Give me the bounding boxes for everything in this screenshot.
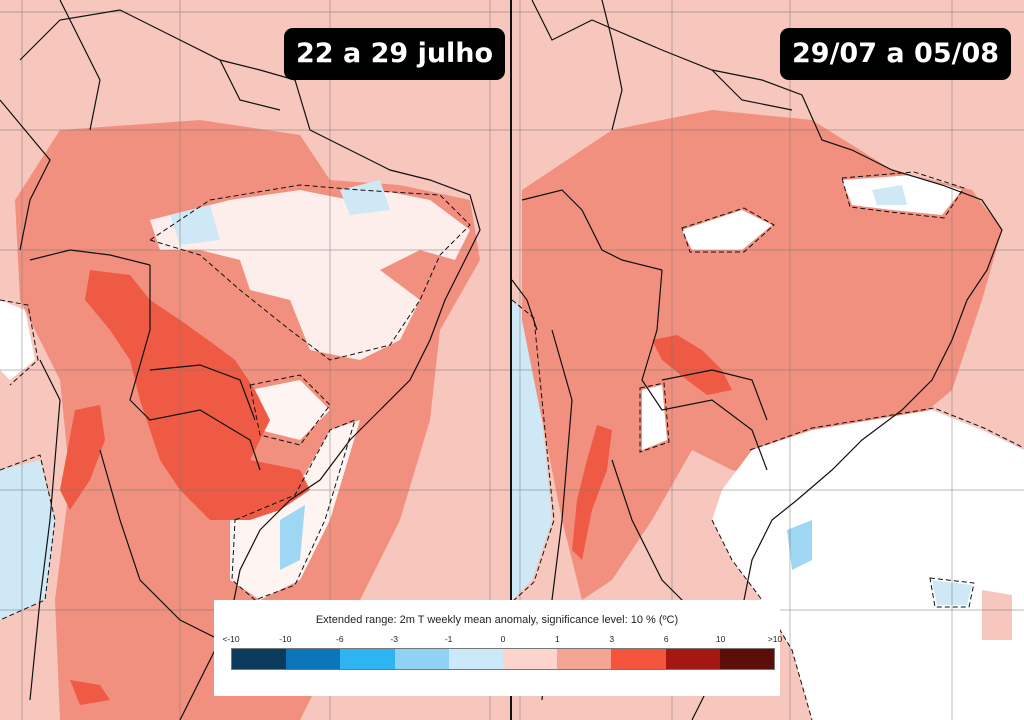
neutral-area: [150, 190, 470, 360]
legend-tick-label: 0: [500, 634, 506, 644]
color-legend: Extended range: 2m T weekly mean anomaly…: [214, 600, 782, 696]
panel-divider: [510, 0, 513, 720]
cool-anomaly-area: [872, 185, 907, 205]
strong-warm-anomaly-area: [70, 680, 110, 705]
legend-tick-label: -6: [336, 634, 344, 644]
period-label-right: 29/07 a 05/08: [780, 28, 1012, 80]
neutral-area: [0, 300, 35, 380]
legend-title: Extended range: 2m T weekly mean anomaly…: [315, 614, 679, 626]
colorbar-segment: [719, 649, 775, 669]
colorbar-segment: [611, 649, 666, 669]
neutral-area: [230, 420, 360, 600]
legend-tick-label: -1: [444, 634, 453, 644]
colorbar-segment: [503, 649, 558, 669]
colorbar-segment: [232, 649, 287, 669]
period-label-left: 22 a 29 julho: [284, 28, 506, 80]
legend-tick-label: 3: [609, 634, 615, 644]
colorbar-segment: [340, 649, 395, 669]
legend-tick-label: 10: [715, 634, 726, 644]
significance-contours: [512, 171, 1024, 720]
legend-tick-label: <-10: [222, 634, 240, 644]
neutral-area: [682, 210, 772, 250]
colorbar-segment: [448, 649, 504, 669]
colorbar: [231, 648, 775, 670]
map-panel-left: 22 a 29 julho: [0, 0, 510, 720]
cool-anomaly-area: [512, 300, 552, 600]
anomaly-map-left: [0, 0, 510, 720]
neutral-area: [642, 385, 667, 450]
legend-tick-label: 6: [663, 634, 669, 644]
country-borders: [0, 0, 481, 720]
colorbar-segment: [665, 649, 720, 669]
colorbar-segment: [557, 649, 612, 669]
legend-tick-label: -3: [390, 634, 398, 644]
warm-anomaly-area: [982, 590, 1012, 640]
cool-anomaly-area: [280, 505, 305, 570]
legend-tick-label: >10: [767, 634, 783, 644]
legend-tick-label: 1: [555, 634, 560, 644]
cool-anomaly-area: [170, 205, 220, 245]
cool-anomaly-area: [340, 180, 390, 215]
warm-anomaly-area: [522, 110, 1002, 600]
colorbar-segment: [286, 649, 341, 669]
neutral-area: [250, 380, 330, 440]
strong-warm-anomaly-area: [572, 425, 612, 560]
legend-tick-label: -10: [279, 634, 292, 644]
strong-warm-anomaly-area: [60, 405, 105, 510]
significance-contours: [0, 184, 471, 621]
cool-anomaly-area: [787, 520, 812, 570]
cool-anomaly-area: [0, 460, 55, 620]
strong-warm-anomaly-area: [85, 270, 310, 520]
colorbar-segment: [394, 649, 449, 669]
